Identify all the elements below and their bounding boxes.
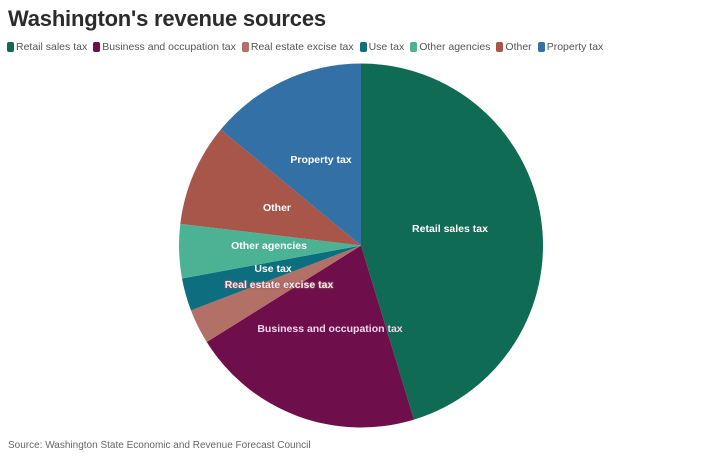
legend-item-other-agencies[interactable]: Other agencies <box>410 41 490 53</box>
label-retail: Retail sales tax <box>412 223 488 235</box>
legend-item-retail[interactable]: Retail sales tax <box>7 41 87 53</box>
pie-slice-other-agencies[interactable] <box>178 223 361 279</box>
label-other-agencies: Other agencies <box>231 240 307 252</box>
legend-label: Property tax <box>546 41 604 53</box>
legend-swatch <box>537 42 545 52</box>
legend-item-use[interactable]: Use tax <box>359 41 405 53</box>
legend-label: Other agencies <box>419 41 491 53</box>
legend-swatch <box>410 42 418 52</box>
label-other: Other <box>262 202 292 214</box>
legend-item-bo[interactable]: Business and occupation tax <box>93 41 236 53</box>
legend-item-property[interactable]: Property tax <box>537 41 604 53</box>
legend-swatch <box>7 42 14 52</box>
pie-slice-property-tax[interactable] <box>220 63 361 246</box>
legend-item-real-estate[interactable]: Real estate excise tax <box>241 41 354 53</box>
chart-title: Washington's revenue sources <box>8 6 326 31</box>
legend-item-other[interactable]: Other <box>496 41 532 53</box>
legend: Retail sales tax Business and occupation… <box>7 41 603 53</box>
pie-slice-other[interactable] <box>180 129 361 246</box>
legend-swatch <box>93 42 101 52</box>
source-note: Source: Washington State Economic and Re… <box>8 440 311 451</box>
pie-slice-use-tax[interactable] <box>182 245 361 311</box>
pie-slice-business-and-occupation-tax[interactable] <box>206 245 414 428</box>
legend-label: Real estate excise tax <box>250 41 354 53</box>
legend-swatch <box>241 42 249 52</box>
legend-label: Business and occupation tax <box>102 41 236 53</box>
legend-label: Use tax <box>368 41 405 53</box>
label-real-estate: Real estate excise tax <box>224 279 334 291</box>
label-bo: Business and occupation tax <box>257 323 403 335</box>
legend-swatch <box>359 42 367 52</box>
legend-swatch <box>496 42 504 52</box>
legend-label: Other <box>505 41 532 53</box>
pie-slice-real-estate-excise-tax[interactable] <box>190 245 361 343</box>
pie-slice-retail-sales-tax[interactable] <box>361 63 543 420</box>
label-use: Use tax <box>254 263 292 275</box>
legend-label: Retail sales tax <box>16 41 88 53</box>
label-property: Property tax <box>290 154 352 166</box>
